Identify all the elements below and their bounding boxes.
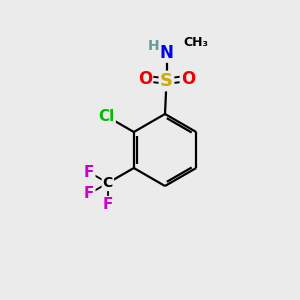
Text: S: S (160, 72, 173, 90)
Text: O: O (138, 70, 152, 88)
Text: CH₃: CH₃ (183, 36, 208, 50)
Text: N: N (160, 44, 173, 62)
Text: F: F (84, 165, 94, 180)
Text: Cl: Cl (98, 109, 115, 124)
Text: F: F (103, 197, 113, 212)
Text: F: F (84, 186, 94, 201)
Text: O: O (181, 70, 195, 88)
Text: C: C (103, 176, 113, 190)
Text: H: H (148, 39, 160, 53)
